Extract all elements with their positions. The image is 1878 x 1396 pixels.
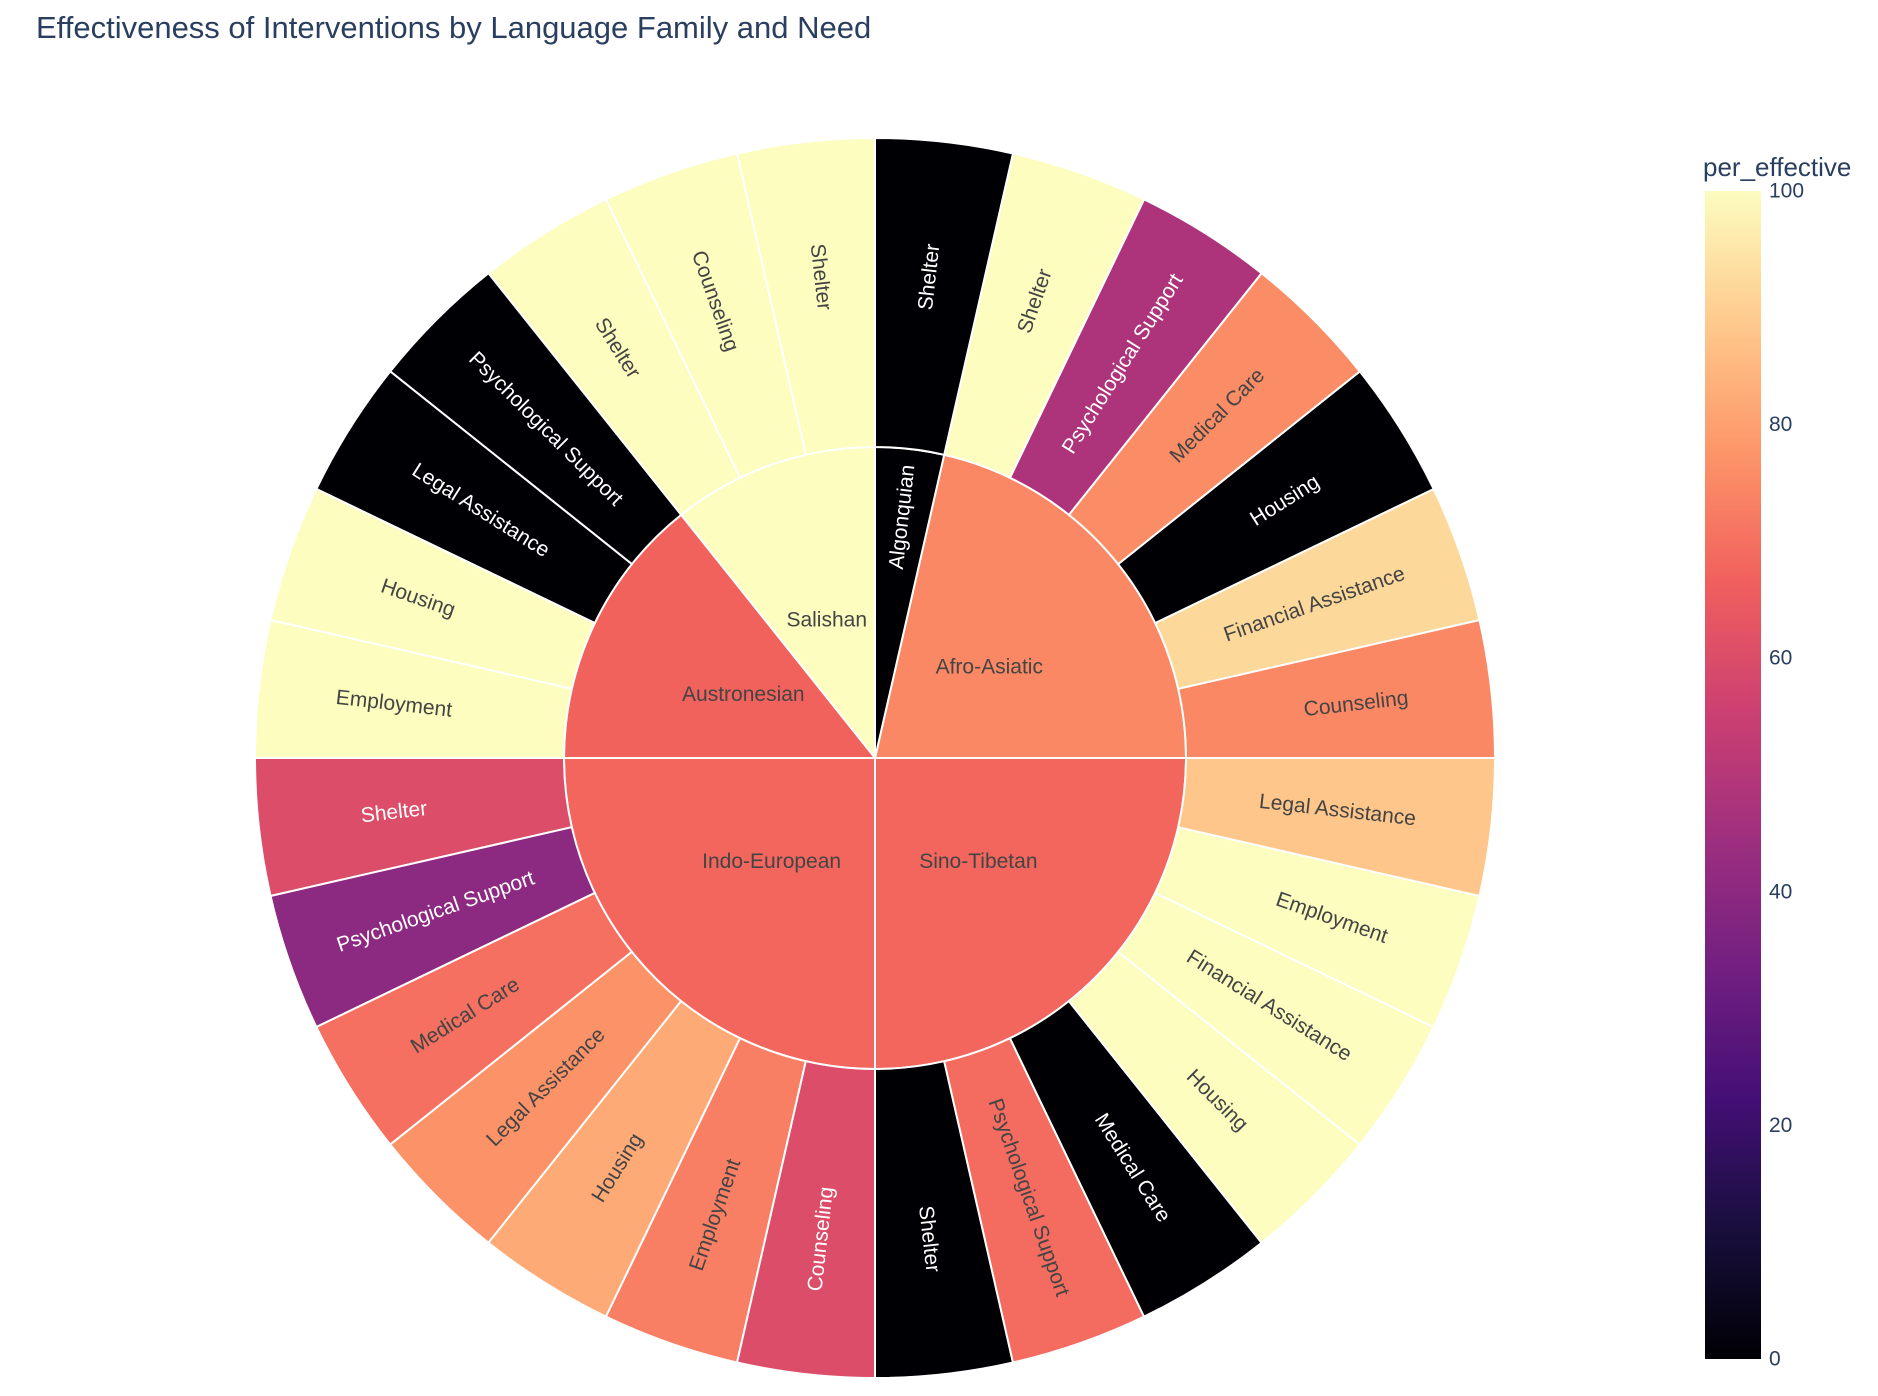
sector-sino-tibetan-legal-assistance-6[interactable]: [1177, 757, 1497, 898]
colorbar-tick-80: 80: [1769, 413, 1792, 436]
colorbar-tick-40: 40: [1769, 880, 1792, 903]
colorbar-tick-60: 60: [1769, 647, 1792, 670]
colorbar-title: per_effective: [1703, 152, 1851, 182]
colorbar-tick-0: 0: [1769, 1348, 1781, 1371]
colorbar-tick-20: 20: [1769, 1114, 1792, 1137]
colorbar-tick-100: 100: [1769, 180, 1804, 203]
chart-title: Effectiveness of Interventions by Langua…: [36, 10, 872, 45]
colorbar-gradient: [1705, 191, 1761, 1359]
